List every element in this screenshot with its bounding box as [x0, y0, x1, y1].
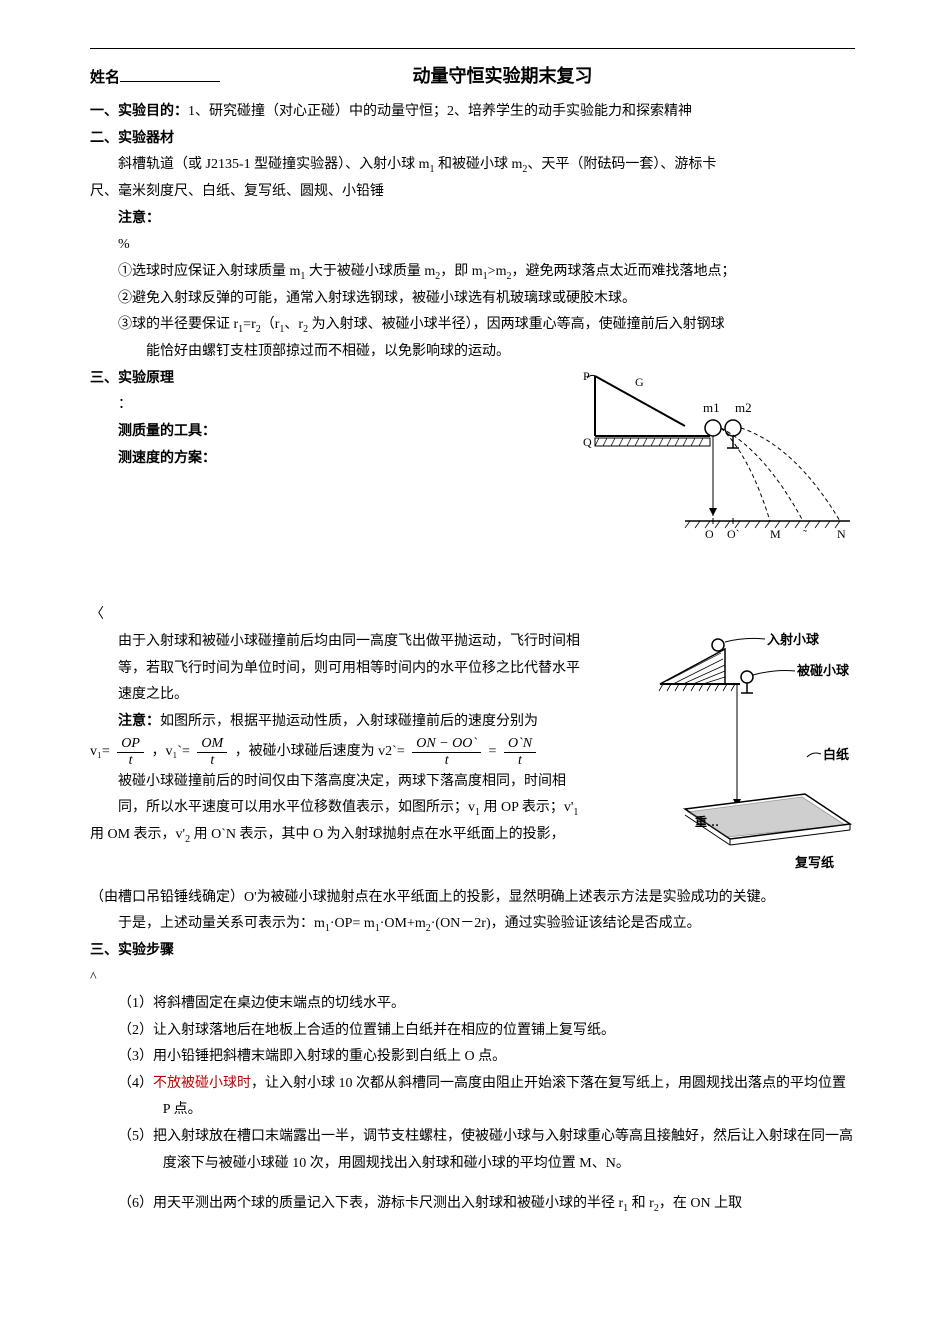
s2-p1c: 、天平（附砝码一套）、游标卡 — [527, 157, 716, 172]
figure-2: 入射小球 被碰小球 白纸 重… 复写纸 — [655, 629, 855, 885]
label-Oprime: O` — [727, 527, 740, 541]
s2-note-label: 注意： — [90, 206, 855, 233]
b1-note-pre: 注意： — [118, 714, 160, 729]
figure-1: P G Q m1 m2 — [575, 366, 855, 557]
frac-v2: ON − OO`t — [412, 736, 481, 768]
num-v1p: OM — [197, 736, 227, 752]
sub-vp1: 1 — [573, 807, 578, 818]
step-4b: ，让入射小球 10 次都从斜槽同一高度由阻止开始滚下落在复写纸上，用圆规找出落点… — [163, 1076, 846, 1118]
fig2-tgt: 被碰小球 — [796, 663, 850, 678]
step-gap — [90, 1177, 855, 1191]
label-M: M — [770, 527, 781, 541]
s2-n1d: >m — [488, 264, 507, 279]
s2-p1: 斜槽轨道（或 J2135-1 型碰撞实验器）、入射小球 m1 和被碰小球 m2、… — [90, 152, 855, 179]
num-v1: OP — [117, 736, 144, 752]
marker-angle: 〈 — [90, 602, 855, 629]
s2-n3f: 能恰好由螺钉支柱顶部掠过而不相碰，以免影响球的运动。 — [90, 339, 855, 366]
s2-n3d: 、r — [284, 317, 303, 332]
b1-p2c: 用 OM 表示，v'2 用 O`N 表示，其中 O 为入射球抛射点在水平纸面上的… — [90, 822, 590, 849]
s2-n3a: ③球的半径要保证 r — [118, 317, 238, 332]
s4-head: 三、实验步骤 — [90, 938, 855, 965]
label-N: N — [837, 527, 846, 541]
step-6b: 和 r — [628, 1196, 654, 1211]
fig2-layer: 重… — [695, 814, 719, 829]
b1-p2b: 用 OP 表示；v' — [480, 800, 573, 815]
s1-head: 一、实验目的： — [90, 104, 188, 119]
fig2-inc: 入射小球 — [767, 632, 820, 647]
s2-percent: % — [90, 232, 855, 259]
s2-n3b: =r — [243, 317, 256, 332]
eq-eq: = — [489, 744, 497, 759]
b1-p4c: ·OM+m — [380, 916, 426, 931]
den-v1p: t — [197, 753, 227, 768]
eq-v1l: v₁= — [90, 744, 110, 759]
num-v2b: O`N — [504, 736, 536, 752]
eq-v1pl: ，v₁`= — [151, 744, 189, 759]
label-P: P — [583, 369, 590, 383]
label-O: O — [705, 527, 714, 541]
label-tilde: ˜ — [803, 527, 807, 541]
s2-head: 二、实验器材 — [90, 126, 855, 153]
b1-note-body: 如图所示，根据平抛运动性质，入射球碰撞前后的速度分别为 — [160, 714, 538, 729]
b1-p1: 由于入射球和被碰小球碰撞前后均由同一高度飞出做平抛运动，飞行时间相等，若取飞行时… — [90, 629, 590, 709]
diagram-paper: 入射小球 被碰小球 白纸 重… 复写纸 — [655, 629, 855, 874]
header-row: 姓名 动量守恒实验期末复习 — [90, 59, 855, 93]
s2-n1: ①选球时应保证入射球质量 m1 大于被碰小球质量 m2，即 m1>m2，避免两球… — [90, 259, 855, 286]
s2-n1e: ，避免两球落点太近而难找落地点； — [511, 264, 735, 279]
b1-p2c-txt: 用 OM 表示，v' — [90, 827, 185, 842]
step-5: （5）把入射球放在槽口末端露出一半，调节支柱螺柱，使被碰小球与入射球重心等高且接… — [118, 1124, 855, 1177]
frac-v1: OPt — [117, 736, 144, 768]
s2-n1c: ，即 m — [440, 264, 482, 279]
s2-n1a: ①选球时应保证入射球质量 m — [118, 264, 300, 279]
name-field: 姓名 — [90, 64, 220, 93]
s2-n1b: 大于被碰小球质量 m — [305, 264, 435, 279]
b1-p4: 于是，上述动量关系可表示为：m1·OP= m1·OM+m2·(ON－2r)，通过… — [90, 911, 855, 938]
step-1: （1）将斜槽固定在桌边使末端点的切线水平。 — [118, 991, 855, 1018]
b1-p4d: ·(ON－2r)，通过实验验证该结论是否成立。 — [431, 916, 701, 931]
s1-body: 1、研究碰撞（对心正碰）中的动量守恒；2、培养学生的动手实验能力和探索精神 — [188, 104, 692, 119]
name-underline[interactable] — [120, 68, 220, 82]
fig2-white: 白纸 — [823, 747, 849, 762]
step-4: （4）不放被碰小球时，让入射小球 10 次都从斜槽同一高度由阻止开始滚下落在复写… — [118, 1071, 855, 1124]
fig2-carbon: 复写纸 — [794, 855, 834, 870]
step-3: （3）用小铅锤把斜槽末端即入射球的重心投影到白纸上 O 点。 — [118, 1044, 855, 1071]
b1-note: 注意：如图所示，根据平抛运动性质，入射球碰撞前后的速度分别为 — [90, 709, 590, 736]
name-label: 姓名 — [90, 70, 120, 86]
s4-hat: ^ — [90, 965, 855, 992]
s2-p2: 尺、毫米刻度尺、白纸、复写纸、圆规、小铅锤 — [90, 179, 855, 206]
eq-mid: ，被碰小球碰后速度为 v2`= — [235, 744, 405, 759]
label-Q: Q — [583, 435, 592, 449]
frac-v2b: O`Nt — [504, 736, 536, 768]
step-4-red: 不放被碰小球时 — [153, 1076, 251, 1091]
b1-p3: （由槽口吊铅锤线确定）O'为被碰小球抛射点在水平纸面上的投影，显然明确上述表示方… — [90, 885, 855, 912]
s2-p1b: 和被碰小球 m — [435, 157, 523, 172]
b1-p2: 被碰小球碰撞前后的时间仅由下落高度决定，两球下落高度相同，时间相同，所以水平速度… — [90, 769, 590, 822]
page-title: 动量守恒实验期末复习 — [220, 59, 785, 93]
step-6c: ，在 ON 上取 — [659, 1196, 742, 1211]
s2-n3c: （r — [261, 317, 280, 332]
num-v2: ON − OO` — [412, 736, 481, 752]
frac-v1p: OMt — [197, 736, 227, 768]
den-v1: t — [117, 753, 144, 768]
s2-p1a: 斜槽轨道（或 J2135-1 型碰撞实验器）、入射小球 m — [118, 157, 430, 172]
den-v2: t — [412, 753, 481, 768]
step-6: （6）用天平测出两个球的质量记入下表，游标卡尺测出入射球和被碰小球的半径 r1 … — [118, 1191, 855, 1218]
s2-n3: ③球的半径要保证 r1=r2（r1、r2 为入射球、被碰小球半径），因两球重心等… — [90, 312, 855, 339]
step-2: （2）让入射球落地后在地板上合适的位置铺上白纸并在相应的位置铺上复写纸。 — [118, 1018, 855, 1045]
b1-p2d: 用 O`N 表示，其中 O 为入射球抛射点在水平纸面上的投影， — [190, 827, 565, 842]
label-G: G — [635, 375, 644, 389]
label-m2: m2 — [735, 400, 752, 415]
s2-n3e: 为入射球、被碰小球半径），因两球重心等高，使碰撞前后入射钢球 — [308, 317, 725, 332]
step-4a: （4） — [118, 1076, 153, 1091]
den-v2b: t — [504, 753, 536, 768]
b1-p4a: 于是，上述动量关系可表示为：m — [118, 916, 325, 931]
step-6a: （6）用天平测出两个球的质量记入下表，游标卡尺测出入射球和被碰小球的半径 r — [118, 1196, 623, 1211]
diagram-ramp: P G Q m1 m2 — [575, 366, 855, 546]
label-m1: m1 — [703, 400, 720, 415]
s2-n2: ②避免入射球反弹的可能，通常入射球选钢球，被碰小球选有机玻璃球或硬胶木球。 — [90, 286, 855, 313]
b1-p4b: ·OP= m — [330, 916, 375, 931]
section-1: 一、实验目的：1、研究碰撞（对心正碰）中的动量守恒；2、培养学生的动手实验能力和… — [90, 99, 855, 126]
